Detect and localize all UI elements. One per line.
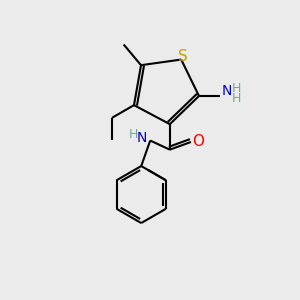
Text: N: N (136, 131, 147, 145)
Text: H: H (232, 82, 241, 95)
Text: O: O (192, 134, 204, 149)
Text: S: S (178, 49, 188, 64)
Text: H: H (232, 92, 241, 106)
Text: N: N (221, 85, 232, 98)
Text: H: H (129, 128, 138, 141)
